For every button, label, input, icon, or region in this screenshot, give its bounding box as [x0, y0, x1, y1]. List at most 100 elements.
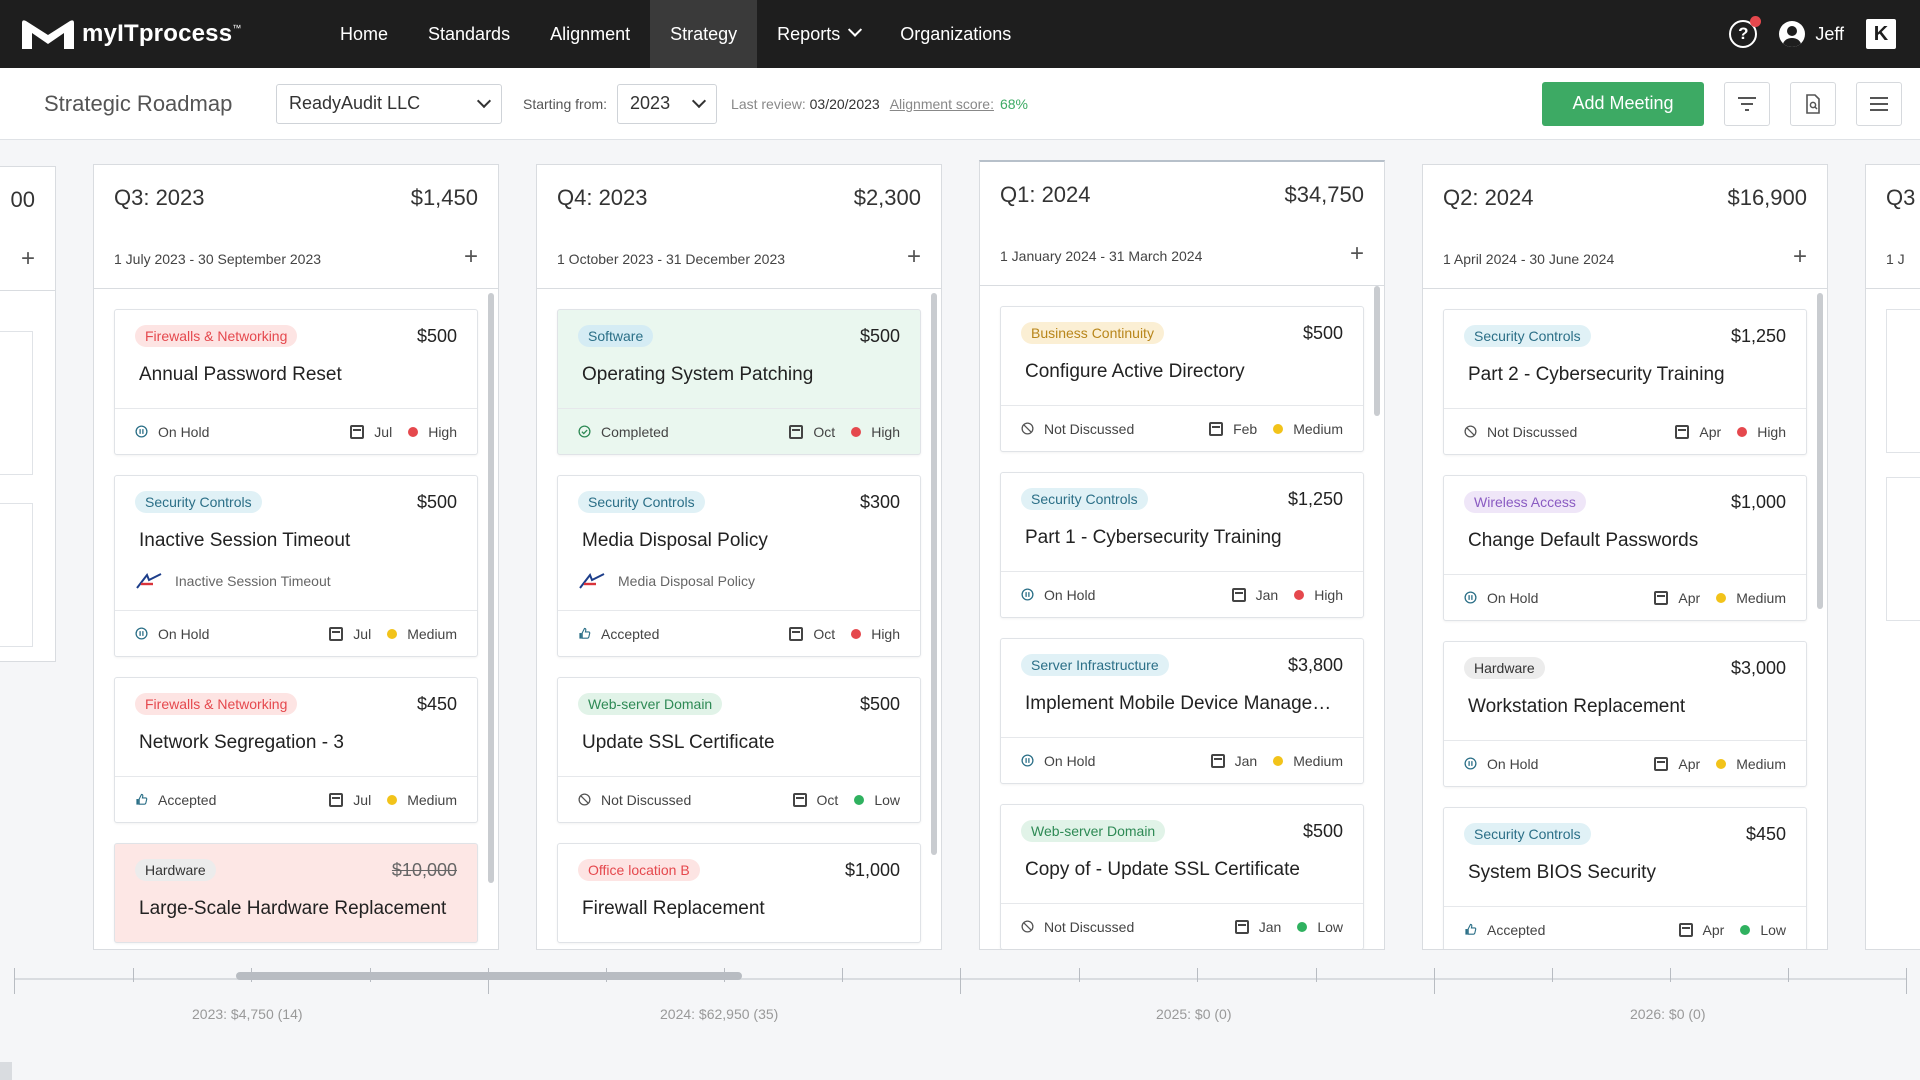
- card-schedule: Oct High: [789, 626, 900, 642]
- roadmap-card[interactable]: Business Continuity $500 Configure Active …: [1000, 306, 1364, 452]
- nav-item-strategy[interactable]: Strategy: [650, 0, 758, 68]
- roadmap-card[interactable]: Web-server Domain $500 Copy of - Update SS…: [1000, 804, 1364, 949]
- card-header: Office location B $1,000 Firewall Replacem…: [558, 844, 920, 942]
- card-month: Apr: [1702, 921, 1725, 938]
- roadmap-card[interactable]: Wireless Access $1,000 Change Default Pass…: [1443, 475, 1807, 621]
- card-priority: Medium: [407, 791, 457, 808]
- add-card-icon[interactable]: +: [463, 243, 478, 270]
- add-card-icon[interactable]: +: [20, 245, 35, 272]
- card-priority: Low: [1760, 921, 1786, 938]
- status-label: On Hold: [1487, 755, 1539, 772]
- help-icon[interactable]: ?: [1729, 16, 1762, 48]
- column-scrollbar[interactable]: [931, 293, 937, 855]
- card-title: Change Default Passwords: [1468, 530, 1699, 551]
- bottom-scroll-handle[interactable]: [0, 1062, 12, 1080]
- priority-dot-icon: [1740, 924, 1751, 935]
- roadmap-card[interactable]: Security Controls $300 Media Disposal Poli…: [557, 475, 921, 657]
- card-header: Security Controls $1,250 Part 1 - Cybersec…: [1001, 473, 1363, 571]
- organization-select[interactable]: ReadyAudit LLC: [276, 83, 502, 124]
- calendar-icon: [1209, 421, 1224, 436]
- status-label: Accepted: [1487, 921, 1546, 938]
- timeline-quarter-tick: [1552, 968, 1553, 982]
- roadmap-card[interactable]: Software $500 Operating System Patching Com…: [557, 309, 921, 455]
- quarter-column: Q3: 2023 $1,450 1 July 2023 - 30 September…: [93, 164, 499, 950]
- pause-icon: [1464, 591, 1477, 604]
- column-total: $16,900: [1727, 185, 1807, 210]
- policy-logo-icon: [579, 572, 605, 589]
- check-circle-icon: [578, 425, 591, 438]
- card-status: Accepted: [135, 792, 216, 808]
- nav-right: ? Jeff K: [1729, 16, 1896, 49]
- card-header: Security Controls $300 Media Disposal Poli…: [558, 476, 920, 610]
- column-scrollbar[interactable]: [1817, 293, 1823, 609]
- nav-item-standards[interactable]: Standards: [408, 0, 530, 68]
- category-tag: Firewalls & Networking: [135, 325, 298, 347]
- add-card-icon[interactable]: +: [906, 243, 921, 270]
- roadmap-card[interactable]: Security Controls $500 Inactive Session Ti…: [114, 475, 478, 657]
- status-label: Not Discussed: [1487, 423, 1578, 440]
- roadmap-card[interactable]: Hardware $10,000 Large-Scale Hardware Repl…: [114, 843, 478, 943]
- roadmap-card[interactable]: Firewalls & Networking $500 Annual Passwor…: [114, 309, 478, 455]
- thumbs-up-icon: [136, 793, 148, 805]
- card-status: Not Discussed: [1021, 421, 1134, 437]
- roadmap-card[interactable]: Office location B $1,000 Firewall Replacem…: [557, 843, 921, 943]
- add-meeting-button[interactable]: Add Meeting: [1542, 81, 1704, 126]
- kaseya-logo-icon[interactable]: K: [1866, 19, 1896, 49]
- filter-button[interactable]: [1724, 81, 1770, 126]
- card-partial[interactable]: [0, 503, 33, 647]
- roadmap-card[interactable]: Web-server Domain $500 Update SSL Certific…: [557, 677, 921, 823]
- roadmap-card[interactable]: Hardware $3,000 Workstation Replacement On …: [1443, 641, 1807, 787]
- card-partial[interactable]: [0, 331, 33, 475]
- add-card-icon[interactable]: +: [1792, 243, 1807, 270]
- nav-item-home[interactable]: Home: [320, 0, 408, 68]
- roadmap-card[interactable]: Security Controls $1,250 Part 2 - Cybersec…: [1443, 309, 1807, 455]
- column-total: $1,450: [410, 185, 478, 210]
- card-header: Security Controls $500 Inactive Session Ti…: [115, 476, 477, 610]
- nav-item-organizations[interactable]: Organizations: [880, 0, 1031, 68]
- card-month: Jan: [1234, 752, 1258, 769]
- status-label: On Hold: [1044, 586, 1096, 603]
- category-tag: Office location B: [578, 859, 700, 881]
- card-amount: $500: [416, 326, 457, 346]
- menu-button[interactable]: [1856, 81, 1902, 126]
- status-label: On Hold: [1044, 752, 1096, 769]
- card-title: System BIOS Security: [1468, 862, 1656, 883]
- card-amount: $450: [416, 694, 457, 714]
- card-month: Jul: [353, 625, 372, 642]
- brand-name: myITprocess: [82, 20, 233, 47]
- nav-item-reports[interactable]: Reports: [757, 0, 880, 68]
- column-scrollbar[interactable]: [488, 293, 494, 883]
- card-priority: High: [428, 423, 457, 440]
- card-status: On Hold: [135, 424, 209, 440]
- nav-item-label: Reports: [777, 23, 841, 44]
- card-partial[interactable]: [1886, 309, 1920, 453]
- card-header: Wireless Access $1,000 Change Default Pass…: [1444, 476, 1806, 574]
- card-partial[interactable]: [1886, 477, 1920, 621]
- roadmap-card[interactable]: Security Controls $450 System BIOS Securit…: [1443, 807, 1807, 949]
- add-card-icon[interactable]: +: [1349, 240, 1364, 267]
- card-title: Part 2 - Cybersecurity Training: [1468, 364, 1725, 385]
- roadmap-card[interactable]: Server Infrastructure $3,800 Implement Mob…: [1000, 638, 1364, 784]
- column-quarter: Q3: [1886, 185, 1916, 210]
- roadmap-card[interactable]: Security Controls $1,250 Part 1 - Cybersec…: [1000, 472, 1364, 618]
- last-review-date: 03/20/2023: [809, 95, 880, 112]
- column-scrollbar[interactable]: [1374, 286, 1380, 416]
- chevron-down-icon: [476, 93, 492, 109]
- timeline-thumb[interactable]: [236, 972, 742, 980]
- logo[interactable]: myITprocess ™: [20, 17, 310, 51]
- user-menu[interactable]: Jeff: [1779, 21, 1844, 47]
- calendar-icon: [350, 424, 365, 439]
- nav-item-label: Organizations: [900, 23, 1012, 44]
- column-total: $34,750: [1284, 182, 1364, 207]
- export-button[interactable]: [1790, 81, 1836, 126]
- roadmap-board: 00 + Q3 1 J Q3: 2023 $1,450 1 July 2023 - …: [0, 140, 1920, 960]
- year-select[interactable]: 2023: [617, 83, 718, 124]
- timeline-scrollbar[interactable]: [14, 968, 1907, 998]
- timeline-quarter-tick: [251, 968, 252, 982]
- timeline-year-tick: [960, 968, 961, 994]
- alignment-score-link[interactable]: Alignment score:: [889, 95, 994, 112]
- nav-item-alignment[interactable]: Alignment: [530, 0, 650, 68]
- roadmap-card[interactable]: Firewalls & Networking $450 Network Segreg…: [114, 677, 478, 823]
- main-nav: Home Standards Alignment Strategy Reports Org…: [320, 0, 1031, 68]
- timeline-year-tick: [1434, 968, 1435, 994]
